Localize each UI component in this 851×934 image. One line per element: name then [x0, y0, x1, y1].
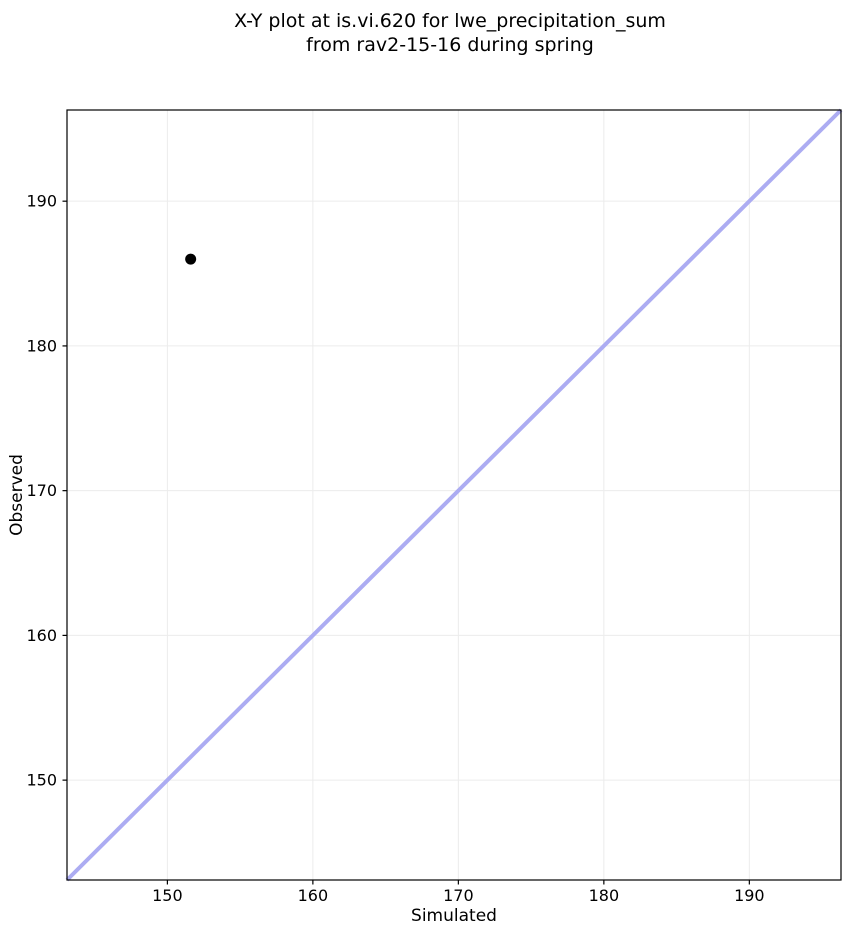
- x-tick-label: 180: [589, 886, 620, 905]
- x-tick-label: 150: [152, 886, 183, 905]
- x-axis-label: Simulated: [411, 906, 497, 926]
- y-tick-label: 150: [26, 771, 57, 790]
- y-tick-label: 190: [26, 192, 57, 211]
- y-axis-label: Observed: [7, 454, 27, 536]
- identity-line: [65, 108, 843, 882]
- data-point: [185, 253, 197, 265]
- y-tick-label: 170: [26, 481, 57, 500]
- plot-title-line-2: from rav2-15-16 during spring: [306, 34, 594, 56]
- plot-frame: [66, 109, 842, 881]
- y-tick-label: 180: [26, 336, 57, 355]
- y-tick-label: 160: [26, 626, 57, 645]
- x-tick-label: 160: [298, 886, 329, 905]
- x-tick-label: 190: [734, 886, 765, 905]
- x-tick-label: 170: [443, 886, 474, 905]
- plot-title-line-1: X-Y plot at is.vi.620 for lwe_precipitat…: [234, 10, 666, 32]
